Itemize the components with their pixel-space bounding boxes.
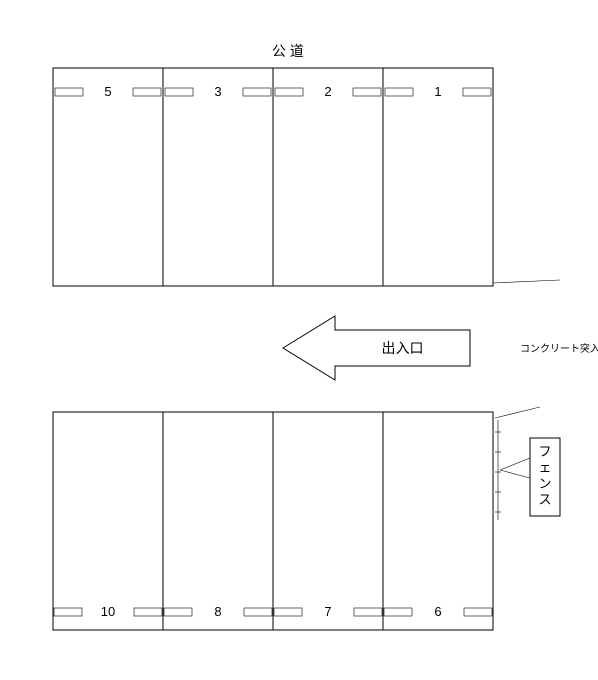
- stopper-right-2: [353, 88, 381, 96]
- road-label: 公 道: [272, 43, 304, 59]
- stopper-left-10: [54, 608, 82, 616]
- space-number-1: 1: [434, 84, 441, 99]
- stopper-left-7: [274, 608, 302, 616]
- space-number-2: 2: [324, 84, 331, 99]
- right-slash: [495, 407, 540, 418]
- fence-label-char-3: ス: [538, 492, 551, 507]
- stopper-right-1: [463, 88, 491, 96]
- entrance-arrow: [283, 316, 470, 380]
- stopper-left-5: [55, 88, 83, 96]
- parking-diagram: 公 道 5 3 2 1 出入口 コンクリート突入有り 10 8 7 6 フェンス: [0, 0, 598, 680]
- fence-label-char-0: フ: [538, 444, 551, 459]
- right-tick-top: [493, 280, 560, 283]
- stopper-right-5: [133, 88, 161, 96]
- fence-connector-1: [500, 458, 530, 470]
- space-number-6: 6: [434, 604, 441, 619]
- stopper-left-6: [384, 608, 412, 616]
- stopper-right-8: [244, 608, 272, 616]
- fence-label-char-1: ェ: [538, 460, 551, 475]
- stopper-right-10: [134, 608, 162, 616]
- stopper-right-6: [464, 608, 492, 616]
- space-number-5: 5: [104, 84, 111, 99]
- space-number-8: 8: [214, 604, 221, 619]
- stopper-left-3: [165, 88, 193, 96]
- concrete-note: コンクリート突入有り: [520, 342, 598, 355]
- space-number-3: 3: [214, 84, 221, 99]
- stopper-right-7: [354, 608, 382, 616]
- stopper-right-3: [243, 88, 271, 96]
- space-number-7: 7: [324, 604, 331, 619]
- stopper-left-8: [164, 608, 192, 616]
- space-number-10: 10: [101, 604, 115, 619]
- stopper-left-1: [385, 88, 413, 96]
- fence-label-char-2: ン: [538, 476, 551, 491]
- fence-connector-2: [500, 470, 530, 478]
- entrance-label: 出入口: [382, 340, 424, 356]
- stopper-left-2: [275, 88, 303, 96]
